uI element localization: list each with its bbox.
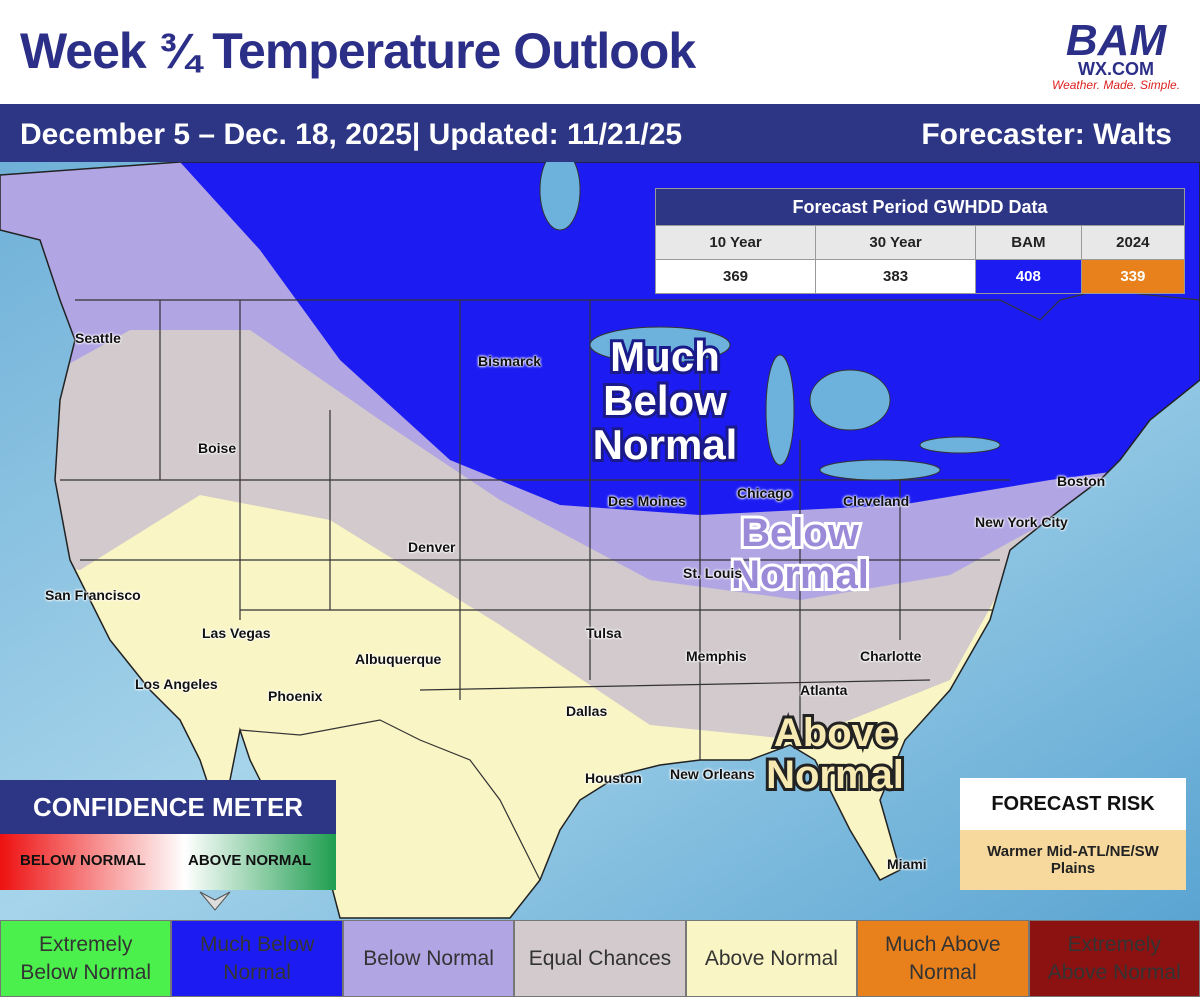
table-title: Forecast Period GWHDD Data: [655, 188, 1185, 226]
gwhdd-table: Forecast Period GWHDD Data 10 Year 30 Yea…: [654, 188, 1186, 294]
region-line: Below: [738, 509, 862, 557]
city-label: Memphis: [686, 648, 747, 664]
city-label: Los Angeles: [135, 676, 218, 692]
legend-item: Equal Chances: [514, 920, 686, 997]
city-label: Tulsa: [586, 625, 622, 641]
city-label: Cleveland: [843, 493, 910, 509]
city-label: St. Louis: [683, 565, 743, 581]
city-label: Houston: [585, 770, 642, 786]
table-header: 30 Year: [815, 225, 977, 260]
city-label: Charlotte: [860, 648, 922, 664]
table-value: 369: [654, 259, 817, 294]
city-label: Bismarck: [478, 353, 542, 369]
forecast-risk: FORECAST RISK Warmer Mid-ATL/NE/SW Plain…: [960, 778, 1186, 890]
region-line: Normal: [590, 420, 741, 470]
legend-item: Much Below Normal: [171, 920, 343, 997]
region-line: Above: [771, 709, 899, 757]
logo-brand: BAM: [1065, 16, 1167, 65]
legend-item: Extremely Above Normal: [1028, 920, 1200, 997]
forecaster: Forecaster: Walts: [921, 118, 1172, 151]
table-header: BAM: [975, 225, 1082, 260]
meter-pointer: [199, 891, 231, 911]
region-label: Much Below Normal: [545, 331, 785, 470]
legend-item: Above Normal: [685, 920, 858, 997]
meter-title: CONFIDENCE METER: [0, 780, 336, 834]
confidence-meter: CONFIDENCE METER BELOW NORMAL ABOVE NORM…: [0, 780, 336, 890]
risk-title: FORECAST RISK: [960, 778, 1186, 830]
legend: Extremely Below Normal Much Below Normal B…: [0, 920, 1200, 997]
region-line: Normal: [763, 751, 907, 799]
meter-high: ABOVE NORMAL: [188, 852, 312, 869]
title: Week ¾ Temperature Outlook: [20, 23, 696, 79]
city-label: Boston: [1057, 473, 1106, 489]
city-label: Phoenix: [268, 688, 323, 704]
meter-low: BELOW NORMAL: [20, 852, 146, 869]
period: December 5 – Dec. 18, 2025| Updated: 11/…: [20, 118, 683, 151]
great-lakes: [539, 162, 1001, 481]
city-label: Des Moines: [608, 493, 686, 509]
region-label: Above Normal: [763, 709, 907, 799]
city-label: Albuquerque: [355, 651, 442, 667]
legend-item: Much Above Normal: [857, 920, 1029, 997]
table-header: 2024: [1080, 225, 1186, 260]
region-line: Much Below: [600, 331, 730, 425]
region-line: Normal: [728, 551, 872, 599]
city-label: Dallas: [566, 703, 608, 719]
risk-text: Warmer Mid-ATL/NE/SW Plains: [960, 830, 1186, 890]
city-label: Boise: [198, 440, 237, 456]
city-label: Denver: [408, 539, 456, 555]
city-label: Las Vegas: [202, 625, 271, 641]
table-value: 383: [815, 259, 977, 294]
logo-site: WX.COM: [1078, 59, 1154, 79]
city-label: Miami: [887, 856, 927, 872]
subheader: December 5 – Dec. 18, 2025| Updated: 11/…: [0, 104, 1200, 162]
table-header: 10 Year: [654, 225, 817, 260]
city-label: New Orleans: [670, 766, 755, 782]
region-label: Below Normal: [728, 509, 872, 599]
city-label: Seattle: [75, 330, 121, 346]
table-value: 339: [1080, 259, 1186, 294]
logo: BAM WX.COM Weather. Made. Simple.: [1046, 16, 1186, 93]
meter-bar: BELOW NORMAL ABOVE NORMAL: [0, 834, 336, 890]
city-label: San Francisco: [45, 587, 141, 603]
logo-tagline: Weather. Made. Simple.: [1051, 78, 1181, 92]
legend-item: Below Normal: [342, 920, 515, 997]
city-label: Atlanta: [800, 682, 848, 698]
legend-item: Extremely Below Normal: [0, 920, 172, 997]
city-label: Chicago: [737, 485, 793, 501]
table-value: 408: [975, 259, 1082, 294]
city-label: New York City: [975, 514, 1068, 530]
